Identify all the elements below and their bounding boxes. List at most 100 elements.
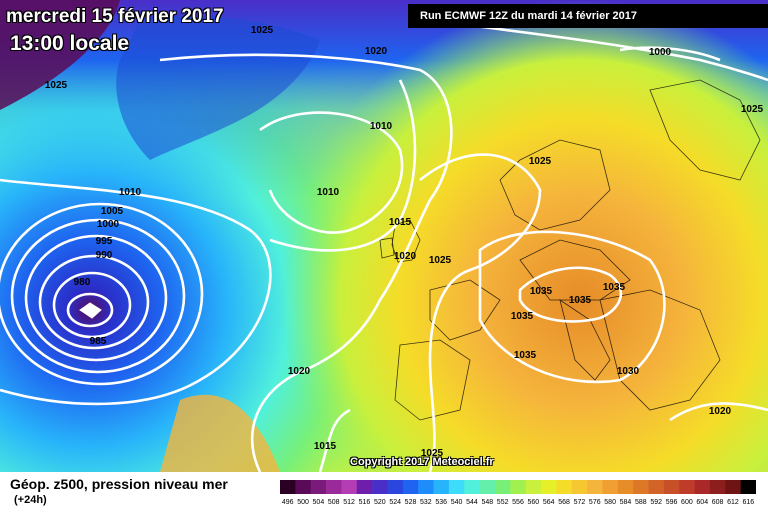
scale-label: 536 [435, 499, 447, 506]
scale-label: 544 [466, 499, 478, 506]
scale-swatch [433, 480, 450, 494]
isobar-1010-north [259, 111, 404, 234]
scale-label: 580 [604, 499, 616, 506]
scale-label: 568 [558, 499, 570, 506]
isobar-label: 1025 [421, 448, 444, 459]
isobar-labels: 1025 1020 1025 1000 1025 1010 1010 1025 1010 1005… [45, 25, 764, 459]
copyright-text: Copyright 2017 Meteociel.fr [350, 456, 494, 468]
color-scale: 496 500 504 508 512 516 520 524 528 532 536 540 544 5… [280, 480, 756, 506]
isobar-label: 1035 [569, 295, 592, 306]
scale-label: 564 [543, 499, 555, 506]
scale-swatch [418, 480, 434, 494]
isobar-label: 1035 [530, 286, 553, 297]
scale-label: 556 [512, 499, 524, 506]
scale-label: 576 [589, 499, 601, 506]
isobar-label: 1025 [251, 25, 274, 36]
scale-swatch [740, 480, 756, 494]
isobar-1035 [518, 266, 623, 323]
run-banner: Run ECMWF 12Z du mardi 14 février 2017 [408, 4, 768, 28]
isobar-label: 1035 [514, 350, 537, 361]
isobar-label: 1000 [97, 219, 120, 230]
scale-swatch [633, 480, 649, 494]
scale-swatch [587, 480, 603, 494]
scale-swatch [295, 480, 312, 494]
scale-swatch [494, 480, 511, 494]
isobar-1015 [269, 79, 417, 252]
scale-swatch [694, 480, 711, 494]
scale-label: 552 [497, 499, 509, 506]
scale-label: 604 [696, 499, 708, 506]
isobar-label: 1020 [288, 366, 311, 377]
legend-subtitle: (+24h) [14, 494, 47, 506]
scale-swatch [602, 480, 619, 494]
scale-label: 524 [389, 499, 401, 506]
isobar-label: 995 [96, 236, 113, 247]
scale-swatch [556, 480, 573, 494]
isobar-label: 980 [74, 277, 91, 288]
scale-label: 588 [635, 499, 647, 506]
scale-label: 508 [328, 499, 340, 506]
scale-label: 612 [727, 499, 739, 506]
scale-swatch [479, 480, 496, 494]
scale-swatch [510, 480, 526, 494]
scale-label: 520 [374, 499, 386, 506]
scale-label: 616 [742, 499, 754, 506]
isobar-995 [24, 234, 168, 362]
isobar-label: 1010 [370, 121, 393, 132]
scale-swatch [341, 480, 358, 494]
isobar-990 [38, 254, 150, 350]
scale-label: 560 [528, 499, 540, 506]
scale-swatch [326, 480, 342, 494]
scale-swatch [464, 480, 480, 494]
isobar-label: 1015 [314, 441, 337, 452]
scale-swatch [617, 480, 634, 494]
isobar-1020-east [669, 402, 768, 422]
isobar-label: 1020 [709, 406, 732, 417]
scale-swatch [679, 480, 695, 494]
scale-label: 504 [313, 499, 325, 506]
scale-label: 540 [451, 499, 463, 506]
scale-label: 608 [712, 499, 724, 506]
scale-label: 532 [420, 499, 432, 506]
isobar-label: 1035 [603, 282, 626, 293]
isobar-1025-a [419, 153, 542, 472]
scale-swatch [725, 480, 741, 494]
isobar-label: 1030 [617, 366, 640, 377]
legend-title: Géop. z500, pression niveau mer [10, 476, 228, 492]
scale-label: 548 [481, 499, 493, 506]
scale-swatch [571, 480, 588, 494]
scale-label: 584 [620, 499, 632, 506]
scale-swatch [448, 480, 465, 494]
isobar-label: 1035 [511, 311, 534, 322]
isobar-1030 [478, 230, 666, 384]
isobar-label: 985 [90, 336, 107, 347]
isobar-label: 990 [96, 250, 113, 261]
isobar-label: 1025 [45, 80, 68, 91]
scale-swatch [541, 480, 557, 494]
isobar-label: 1005 [101, 206, 124, 217]
scale-swatch [356, 480, 373, 494]
scale-label: 600 [681, 499, 693, 506]
isobar-980 [66, 292, 114, 328]
scale-swatch [402, 480, 419, 494]
scale-label: 516 [359, 499, 371, 506]
scale-swatch [663, 480, 680, 494]
scale-swatch [387, 480, 404, 494]
southwest-warm-tongue [160, 394, 280, 472]
isobar-1000 [10, 218, 186, 374]
isobar-1015-south [318, 408, 351, 472]
isobar-label: 1010 [119, 187, 142, 198]
isobar-1010-west [0, 178, 272, 406]
coastlines [379, 79, 761, 421]
isobar-label: 1010 [317, 187, 340, 198]
scale-swatch [648, 480, 665, 494]
forecast-time: 13:00 locale [10, 32, 130, 55]
forecast-date: mercredi 15 février 2017 [6, 6, 224, 27]
scale-swatch [709, 480, 726, 494]
isobar-label: 1000 [649, 47, 672, 58]
isobar-label: 1020 [365, 46, 388, 57]
scale-swatch [372, 480, 388, 494]
greenland-land [116, 16, 320, 161]
scale-label: 528 [405, 499, 417, 506]
